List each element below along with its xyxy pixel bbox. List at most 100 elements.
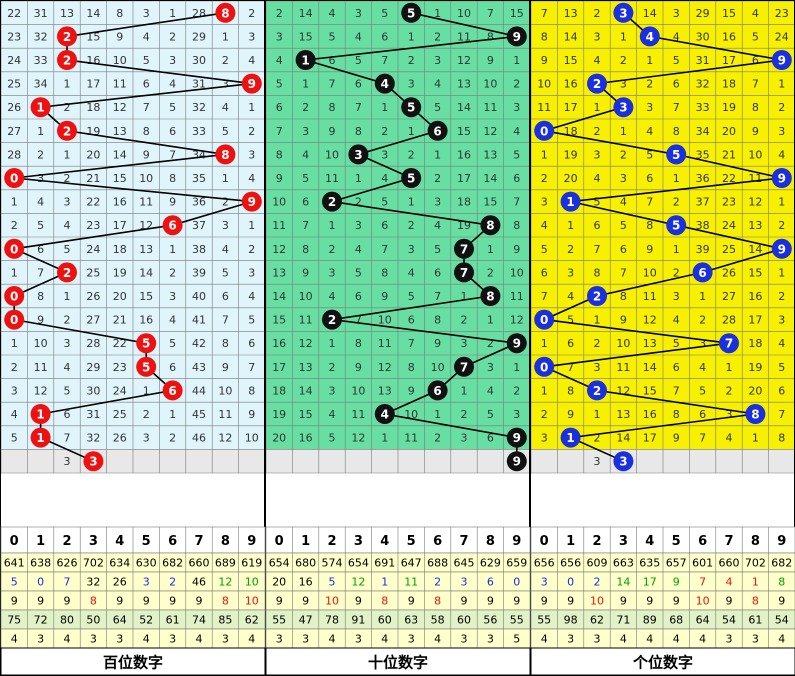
cell-value: 1 — [594, 408, 601, 421]
cell-value: 4 — [752, 7, 759, 20]
stat-value: 9 — [726, 595, 733, 608]
cell-value: 5 — [11, 432, 18, 445]
cell-value: 3 — [778, 125, 785, 138]
cell-value: 1 — [11, 266, 18, 279]
stat-value: 10 — [696, 595, 710, 608]
cell-value: 10 — [431, 361, 445, 374]
cell-value: 3 — [673, 7, 680, 20]
cell-value: 1 — [673, 172, 680, 185]
digit-header: 1 — [301, 534, 310, 549]
cell-value: 4 — [169, 78, 176, 91]
pick-ball-label: 2 — [63, 30, 71, 44]
stat-value: 68 — [669, 614, 683, 627]
cell-value: 1 — [143, 384, 150, 397]
pick-ball-label: 0 — [10, 172, 18, 186]
stat-value: 0 — [513, 576, 520, 589]
cell-value: 11 — [510, 290, 524, 303]
pick-ball: 1 — [560, 191, 581, 212]
stat-value: 1 — [752, 576, 759, 589]
cell-value: 12 — [299, 337, 313, 350]
cell-value: 4 — [276, 54, 283, 67]
cell-value: 14 — [86, 7, 100, 20]
cell-value: 3 — [355, 7, 362, 20]
stat-value: 55 — [537, 614, 551, 627]
stat-value: 629 — [480, 557, 501, 570]
pick-ball-circle — [480, 215, 501, 236]
cell-value: 11 — [457, 30, 471, 43]
cell-value: 1 — [594, 101, 601, 114]
cell-value: 3 — [248, 30, 255, 43]
pick-ball-circle — [322, 309, 342, 330]
cell-value: 8 — [248, 384, 255, 397]
pick-ball-label: 1 — [36, 431, 44, 445]
cell-value: 4 — [143, 30, 150, 43]
stat-value: 75 — [7, 614, 21, 627]
cell-value: 8 — [222, 337, 229, 350]
stat-value: 9 — [620, 595, 627, 608]
cell-value: 1 — [673, 243, 680, 256]
pick-ball-circle — [692, 262, 713, 283]
pick-ball: 2 — [57, 262, 77, 283]
pick-ball-label: 9 — [778, 242, 786, 256]
cell-value: 20 — [722, 125, 736, 138]
stat-value: 80 — [60, 614, 74, 627]
stat-value: 601 — [692, 557, 713, 570]
cell-value: 2 — [408, 219, 415, 232]
pick-ball-circle — [30, 427, 51, 448]
cell-value: 1 — [620, 30, 627, 43]
cell-value: 15 — [299, 408, 313, 421]
cell-value: 18 — [457, 196, 471, 209]
cell-value: 11 — [325, 172, 339, 185]
stat-value: 3 — [726, 633, 733, 646]
stat-value: 9 — [355, 595, 362, 608]
stat-value: 663 — [613, 557, 634, 570]
pick-ball: 4 — [374, 404, 395, 424]
cell-value: 37 — [696, 196, 710, 209]
cell-value: 6 — [434, 266, 441, 279]
cell-value: 22 — [722, 172, 736, 185]
stat-value: 9 — [302, 595, 309, 608]
pick-ball: 0 — [4, 168, 25, 188]
section-separator — [529, 0, 531, 676]
cell-value: 1 — [461, 290, 468, 303]
cell-value: 10 — [748, 148, 762, 161]
cell-value: 1 — [329, 337, 336, 350]
stat-value: 609 — [587, 557, 608, 570]
cell-value: 10 — [245, 432, 259, 445]
pick-ball-circle — [322, 191, 342, 212]
cell-value: 6 — [778, 384, 785, 397]
cell-value: 10 — [325, 148, 339, 161]
cell-value: 20 — [748, 384, 762, 397]
cell-value: 35 — [696, 148, 710, 161]
digit-header: 5 — [672, 534, 681, 549]
pick-ball-label: 8 — [221, 148, 229, 162]
cell-value: 4 — [594, 54, 601, 67]
cell-value: 9 — [169, 196, 176, 209]
pick-ball: 2 — [322, 191, 342, 212]
pick-ball-circle — [771, 168, 792, 188]
pick-ball-circle — [771, 50, 792, 70]
stat-value: 55 — [510, 614, 524, 627]
cell-value: 1 — [169, 243, 176, 256]
cell-value: 7 — [541, 7, 548, 20]
stat-value: 8 — [778, 576, 785, 589]
cell-value: 2 — [329, 243, 336, 256]
cell-value: 20 — [564, 172, 578, 185]
pick-ball-label: 9 — [778, 172, 786, 186]
cell-value: 5 — [169, 337, 176, 350]
stat-value: 8 — [90, 595, 97, 608]
cell-value: 2 — [222, 196, 229, 209]
cell-value: 4 — [778, 337, 785, 350]
stat-value: 64 — [696, 614, 710, 627]
pick-ball: 8 — [215, 144, 236, 165]
cell-value: 16 — [113, 196, 127, 209]
cell-value: 5 — [487, 408, 494, 421]
cell-value: 12 — [351, 432, 365, 445]
cell-value: 6 — [594, 219, 601, 232]
cell-value: 10 — [483, 78, 497, 91]
cell-value: 2 — [434, 30, 441, 43]
cell-value: 41 — [192, 314, 206, 327]
stat-value: 574 — [322, 557, 343, 570]
cell-value: 15 — [748, 266, 762, 279]
cell-value: 22 — [113, 337, 127, 350]
